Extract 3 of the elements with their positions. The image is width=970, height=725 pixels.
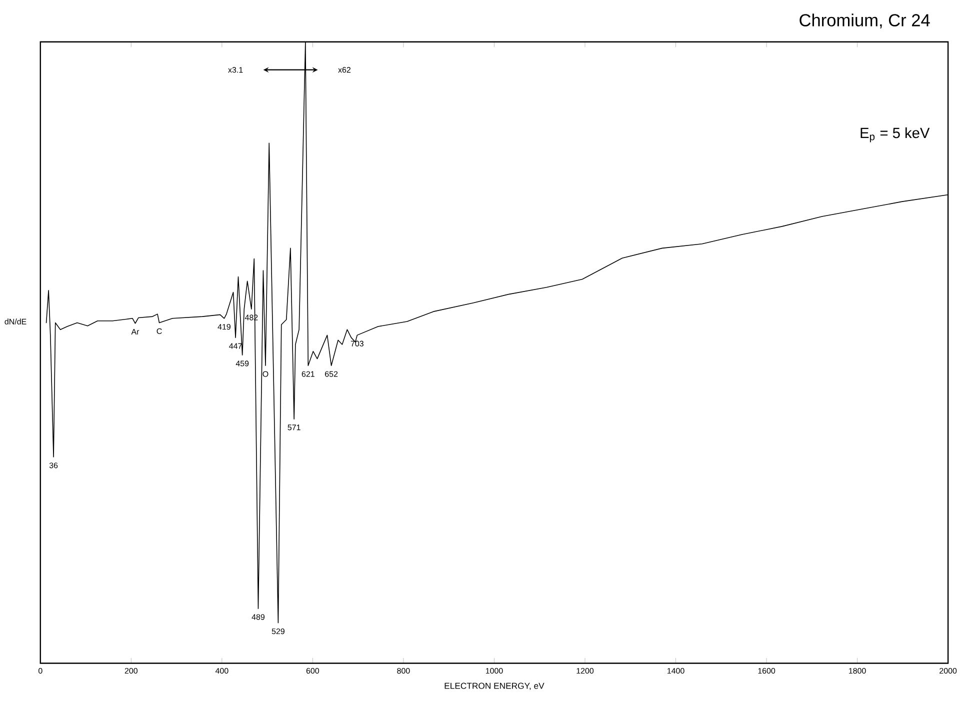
chart-title: Chromium, Cr 24 — [800, 14, 930, 28]
x-axis-title: ELECTRON ENERGY, eV — [444, 682, 544, 690]
annotation: E$_{p}$ = 5 keV — [860, 127, 930, 142]
